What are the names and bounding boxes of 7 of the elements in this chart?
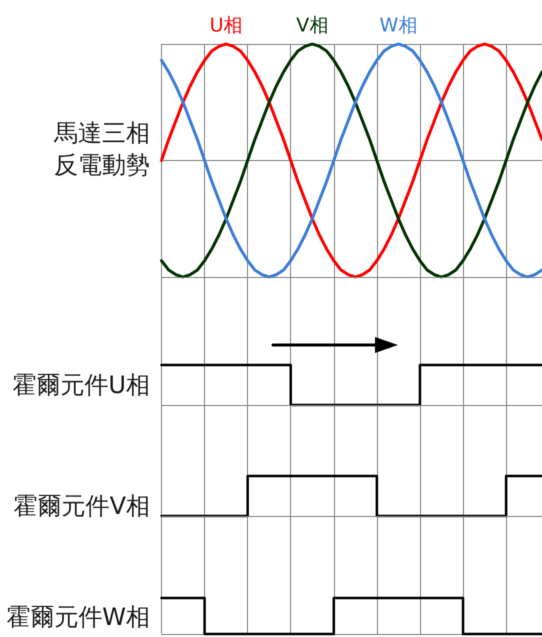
y-axis-title: 馬達三相反電動勢 [53, 119, 150, 179]
y-axis-title: 霍爾元件U相 [12, 371, 150, 399]
y-axis-title: 霍爾元件V相 [14, 492, 150, 520]
series-label: V相 [296, 14, 328, 36]
y-axis-title: 霍爾元件W相 [6, 603, 150, 631]
series-label: W相 [380, 14, 418, 36]
series-label: U相 [210, 14, 243, 36]
